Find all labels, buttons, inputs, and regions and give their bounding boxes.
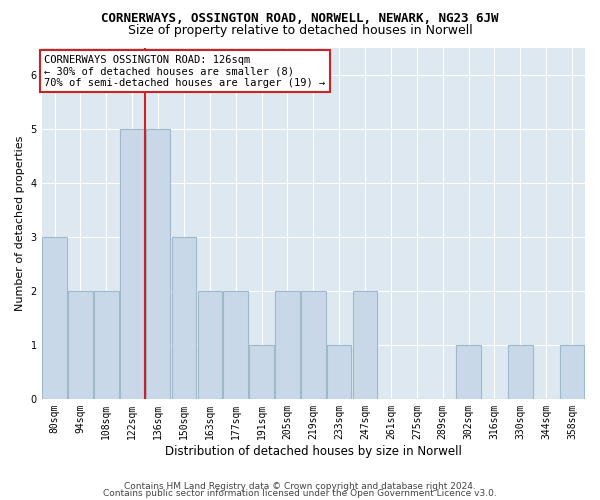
Bar <box>353 290 377 399</box>
Bar <box>172 236 196 399</box>
Text: CORNERWAYS OSSINGTON ROAD: 126sqm
← 30% of detached houses are smaller (8)
70% o: CORNERWAYS OSSINGTON ROAD: 126sqm ← 30% … <box>44 54 326 88</box>
Bar <box>120 128 145 399</box>
Bar <box>275 290 300 399</box>
Bar <box>146 128 170 399</box>
Text: Contains public sector information licensed under the Open Government Licence v3: Contains public sector information licen… <box>103 489 497 498</box>
Bar <box>560 345 584 399</box>
Bar <box>508 345 533 399</box>
Bar <box>223 290 248 399</box>
Bar <box>43 236 67 399</box>
Y-axis label: Number of detached properties: Number of detached properties <box>15 136 25 311</box>
X-axis label: Distribution of detached houses by size in Norwell: Distribution of detached houses by size … <box>165 444 462 458</box>
Bar <box>68 290 93 399</box>
Bar <box>327 345 352 399</box>
Bar <box>456 345 481 399</box>
Text: Contains HM Land Registry data © Crown copyright and database right 2024.: Contains HM Land Registry data © Crown c… <box>124 482 476 491</box>
Bar <box>249 345 274 399</box>
Text: CORNERWAYS, OSSINGTON ROAD, NORWELL, NEWARK, NG23 6JW: CORNERWAYS, OSSINGTON ROAD, NORWELL, NEW… <box>101 12 499 26</box>
Bar <box>197 290 222 399</box>
Bar <box>301 290 326 399</box>
Bar <box>94 290 119 399</box>
Text: Size of property relative to detached houses in Norwell: Size of property relative to detached ho… <box>128 24 472 37</box>
